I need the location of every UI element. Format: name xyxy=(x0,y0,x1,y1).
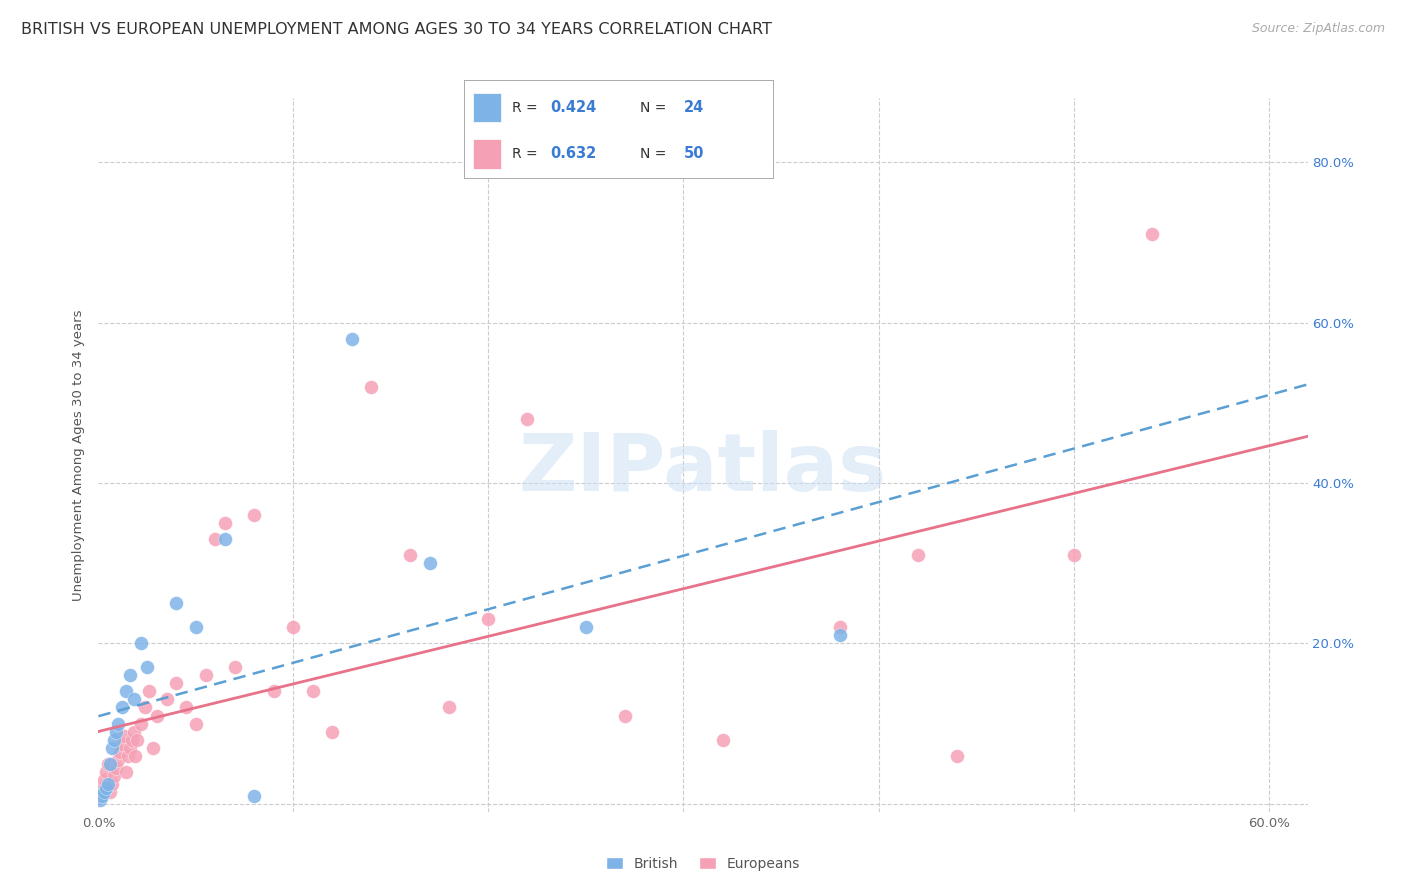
Point xyxy=(340,332,363,346)
Point xyxy=(165,596,187,610)
Point xyxy=(101,777,124,791)
Point xyxy=(104,761,127,775)
Text: N =: N = xyxy=(640,147,671,161)
Point xyxy=(711,732,734,747)
Point xyxy=(107,753,129,767)
Point xyxy=(224,660,246,674)
Point xyxy=(114,764,136,779)
Point xyxy=(1140,227,1163,242)
Point xyxy=(614,708,637,723)
Point xyxy=(96,764,118,779)
Point xyxy=(214,516,236,530)
Point xyxy=(204,532,226,546)
Text: N =: N = xyxy=(640,101,671,115)
Point xyxy=(184,620,207,634)
Point xyxy=(91,789,114,803)
Point xyxy=(283,620,305,634)
Point xyxy=(419,556,441,570)
Point xyxy=(114,684,136,698)
Point xyxy=(97,777,120,791)
Point xyxy=(121,732,143,747)
Point xyxy=(117,748,139,763)
Point xyxy=(103,769,125,783)
Point xyxy=(91,780,114,795)
Point xyxy=(360,380,382,394)
Point xyxy=(108,745,131,759)
FancyBboxPatch shape xyxy=(474,139,501,169)
Point xyxy=(97,756,120,771)
Point xyxy=(828,628,851,642)
Point xyxy=(138,684,160,698)
Point xyxy=(89,789,111,803)
Text: 0.424: 0.424 xyxy=(551,100,596,115)
Point xyxy=(142,740,165,755)
Point xyxy=(93,785,115,799)
Point xyxy=(98,756,121,771)
Text: 0.632: 0.632 xyxy=(551,146,596,161)
Point xyxy=(127,732,149,747)
Point xyxy=(96,780,118,795)
Point xyxy=(156,692,179,706)
Point xyxy=(1063,548,1085,562)
Point xyxy=(131,636,153,650)
Point xyxy=(104,724,127,739)
Point xyxy=(945,748,967,763)
Legend: British, Europeans: British, Europeans xyxy=(600,851,806,876)
Point xyxy=(263,684,285,698)
Point xyxy=(131,716,153,731)
Point xyxy=(439,700,461,714)
Text: R =: R = xyxy=(512,147,541,161)
Text: Source: ZipAtlas.com: Source: ZipAtlas.com xyxy=(1251,22,1385,36)
Point xyxy=(112,729,135,743)
Point xyxy=(98,785,121,799)
Point xyxy=(101,740,124,755)
Point xyxy=(174,700,197,714)
FancyBboxPatch shape xyxy=(474,93,501,122)
Point xyxy=(828,620,851,634)
Point xyxy=(165,676,187,690)
Point xyxy=(907,548,929,562)
Point xyxy=(146,708,169,723)
Point xyxy=(122,692,145,706)
Point xyxy=(302,684,325,698)
Text: R =: R = xyxy=(512,101,541,115)
Point xyxy=(194,668,217,682)
Point xyxy=(118,740,141,755)
Point xyxy=(111,737,134,751)
Point xyxy=(399,548,422,562)
Text: 50: 50 xyxy=(683,146,704,161)
Text: ZIPatlas: ZIPatlas xyxy=(519,430,887,508)
Point xyxy=(136,660,159,674)
Y-axis label: Unemployment Among Ages 30 to 34 years: Unemployment Among Ages 30 to 34 years xyxy=(72,310,86,600)
Point xyxy=(93,772,115,787)
Text: BRITISH VS EUROPEAN UNEMPLOYMENT AMONG AGES 30 TO 34 YEARS CORRELATION CHART: BRITISH VS EUROPEAN UNEMPLOYMENT AMONG A… xyxy=(21,22,772,37)
Point xyxy=(111,700,134,714)
Point xyxy=(214,532,236,546)
Point xyxy=(321,724,343,739)
Point xyxy=(575,620,598,634)
Point xyxy=(122,724,145,739)
Point xyxy=(89,793,111,807)
Point xyxy=(107,716,129,731)
Point xyxy=(243,508,266,522)
Point xyxy=(103,732,125,747)
Point xyxy=(134,700,156,714)
Point xyxy=(124,748,146,763)
Point xyxy=(118,668,141,682)
Point xyxy=(477,612,499,626)
Point xyxy=(243,789,266,803)
Point xyxy=(516,412,538,426)
Point xyxy=(184,716,207,731)
Text: 24: 24 xyxy=(683,100,704,115)
